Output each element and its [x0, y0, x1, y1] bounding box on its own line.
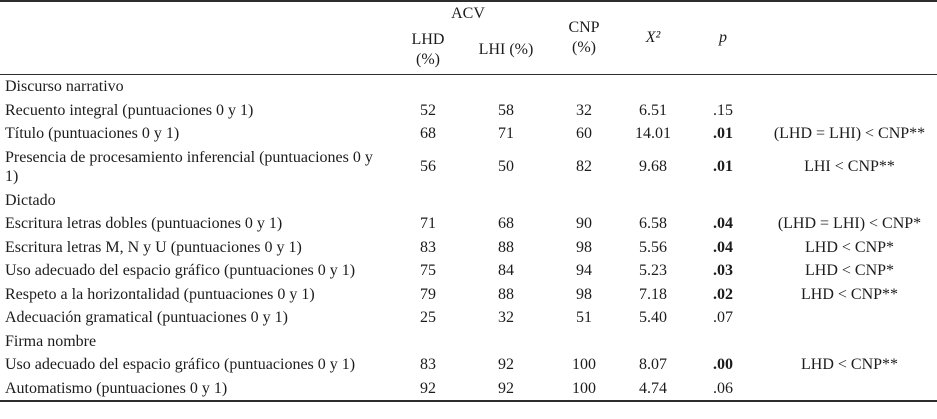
- p-value: .07: [713, 309, 733, 327]
- chi-square-value: 8.07: [639, 356, 667, 374]
- column-header-p: p: [719, 29, 727, 47]
- row-label: Recuento integral (puntuaciones 0 y 1): [5, 101, 254, 119]
- cnp-value: 60: [576, 125, 592, 143]
- comparison-value: LHD < CNP*: [804, 262, 895, 280]
- lhd-value: 83: [420, 238, 436, 256]
- comparison-value: [762, 377, 937, 402]
- row-label: Uso adecuado del espacio gráfico (puntua…: [5, 356, 356, 374]
- header-columns-row: LHD (%) LHI (%): [0, 26, 937, 75]
- cnp-value: 98: [576, 238, 592, 256]
- comparison-value: LHD < CNP**: [800, 356, 899, 374]
- cnp-value: 90: [576, 215, 592, 233]
- p-value: .15: [713, 101, 733, 119]
- table-row: Escritura letras M, N y U (puntuaciones …: [0, 236, 937, 260]
- cnp-value: 100: [572, 356, 596, 374]
- comparison-value: LHD < CNP*: [804, 238, 895, 256]
- chi-square-value: 14.01: [635, 125, 671, 143]
- cnp-value: 82: [576, 158, 592, 176]
- row-label: Respeto a la horizontalidad (puntuacione…: [5, 285, 315, 303]
- table-row: Presencia de procesamiento inferencial (…: [0, 146, 937, 189]
- chi-square-value: 9.68: [639, 158, 667, 176]
- lhi-value: 92: [498, 356, 514, 374]
- lhi-value: 88: [498, 285, 514, 303]
- lhi-value: 50: [498, 158, 514, 176]
- lhd-value: 68: [420, 125, 436, 143]
- comparison-value: LHI < CNP**: [804, 158, 895, 176]
- table-row: Adecuación gramatical (puntuaciones 0 y …: [0, 306, 937, 330]
- lhi-value: 71: [498, 125, 514, 143]
- header-empty-label: [0, 1, 390, 75]
- row-label: Escritura letras M, N y U (puntuaciones …: [5, 238, 302, 256]
- chi-square-value: 5.56: [639, 238, 667, 256]
- row-label: Presencia de procesamiento inferencial (…: [5, 148, 373, 186]
- column-group-acv: ACV: [451, 5, 485, 23]
- section-label: Discurso narrativo: [0, 73, 937, 99]
- lhi-value: 68: [498, 215, 514, 233]
- lhi-value: 32: [498, 309, 514, 327]
- lhi-value: 84: [498, 262, 514, 280]
- p-value: .02: [713, 285, 733, 303]
- section-row: Firma nombre: [0, 330, 937, 354]
- chi-square-value: 5.23: [639, 262, 667, 280]
- row-label: Uso adecuado del espacio gráfico (puntua…: [5, 262, 356, 280]
- section-label: Firma nombre: [5, 332, 97, 350]
- cnp-value: 94: [576, 262, 592, 280]
- comparison-value: LHD < CNP**: [800, 285, 899, 303]
- chi-square-value: 7.18: [639, 285, 667, 303]
- table-row: Uso adecuado del espacio gráfico (puntua…: [0, 353, 937, 377]
- p-value: .04: [713, 238, 733, 256]
- row-label: Automatismo (puntuaciones 0 y 1): [5, 379, 228, 397]
- lhd-value: 75: [420, 262, 436, 280]
- chi-square-value: 6.58: [639, 215, 667, 233]
- lhi-value: 58: [498, 101, 514, 119]
- table-row: Automatismo (puntuaciones 0 y 1) 92 92 1…: [0, 377, 937, 402]
- column-header-cnp-label: CNP (%): [568, 19, 600, 56]
- table-row: Escritura letras dobles (puntuaciones 0 …: [0, 212, 937, 236]
- table-row: Respeto a la horizontalidad (puntuacione…: [0, 283, 937, 307]
- p-value: .01: [713, 158, 733, 176]
- p-value: .03: [713, 262, 733, 280]
- lhi-value: 92: [498, 379, 514, 397]
- lhi-value: 88: [498, 238, 514, 256]
- lhd-value: 83: [420, 356, 436, 374]
- column-header-lhi: LHI (%): [478, 41, 534, 59]
- cnp-value: 98: [576, 285, 592, 303]
- cnp-value: 51: [576, 309, 592, 327]
- lhd-value: 56: [420, 158, 436, 176]
- cnp-value: 100: [572, 379, 596, 397]
- chi-square-value: 5.40: [639, 309, 667, 327]
- column-header-chi-square: X²: [645, 29, 661, 47]
- comparison-value: (LHD = LHI) < CNP**: [773, 125, 926, 143]
- lhd-value: 79: [420, 285, 436, 303]
- section-row: Discurso narrativo: [0, 73, 937, 99]
- p-value: .01: [713, 125, 733, 143]
- row-label: Escritura letras dobles (puntuaciones 0 …: [5, 215, 283, 233]
- p-value: .00: [713, 356, 733, 374]
- row-label: Adecuación gramatical (puntuaciones 0 y …: [5, 309, 288, 327]
- section-row: Dictado: [0, 189, 937, 213]
- table-row: Recuento integral (puntuaciones 0 y 1) 5…: [0, 99, 937, 123]
- comparison-value: [762, 306, 937, 330]
- chi-square-value: 4.74: [639, 379, 667, 397]
- column-header-lhd: LHD (%): [390, 26, 466, 75]
- comparison-value: [762, 99, 937, 123]
- table-row: Título (puntuaciones 0 y 1) 68 71 60 14.…: [0, 122, 937, 146]
- table-row: Uso adecuado del espacio gráfico (puntua…: [0, 259, 937, 283]
- lhd-value: 92: [420, 379, 436, 397]
- lhd-value: 71: [420, 215, 436, 233]
- chi-square-value: 6.51: [639, 101, 667, 119]
- lhd-value: 52: [420, 101, 436, 119]
- comparison-value: (LHD = LHI) < CNP*: [777, 215, 922, 233]
- lhd-value: 25: [420, 309, 436, 327]
- column-header-lhd-label: LHD (%): [411, 31, 445, 68]
- results-table: ACV CNP (%) X² p LHD (%) LHI (%) Discurs…: [0, 0, 937, 403]
- row-label: Título (puntuaciones 0 y 1): [5, 125, 180, 143]
- section-label: Dictado: [5, 191, 56, 209]
- header-group-row: ACV CNP (%) X² p: [0, 1, 937, 56]
- cnp-value: 32: [576, 101, 592, 119]
- p-value: .06: [713, 379, 733, 397]
- header-empty-comparison: [762, 1, 937, 75]
- p-value: .04: [713, 215, 733, 233]
- column-header-cnp: CNP (%): [546, 1, 622, 75]
